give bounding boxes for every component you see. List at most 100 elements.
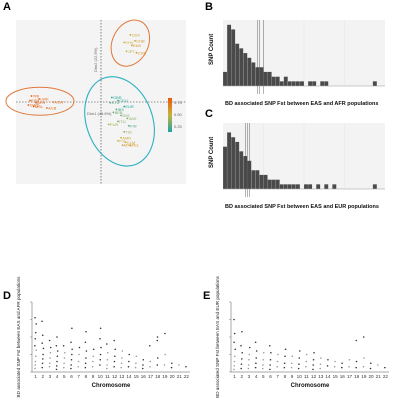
snp-point [355, 339, 358, 342]
snp-point [149, 365, 151, 368]
population-label-esn: ESN [31, 98, 39, 103]
snp-point [298, 363, 300, 365]
histogram-bar [332, 184, 337, 190]
snp-point [56, 336, 58, 338]
histogram-bar [226, 24, 232, 87]
legend-color-bar [168, 98, 172, 132]
ellipse-african [5, 86, 75, 116]
snp-point [233, 360, 236, 363]
snp-point [348, 365, 350, 368]
snp-point [255, 362, 257, 365]
snp-point [305, 353, 308, 356]
x-tick-label: 13 [318, 374, 324, 379]
x-tick-label: 8 [85, 374, 88, 379]
population-point-cdx [129, 34, 132, 36]
snp-point [78, 353, 80, 356]
snp-point [34, 344, 36, 347]
histogram-bar [231, 137, 236, 190]
snp-point [248, 358, 250, 361]
population-label-khv: KHV [125, 40, 134, 45]
histogram-bar [372, 81, 377, 87]
y-axis-label: SNP Count [209, 137, 215, 168]
histogram-bar [324, 184, 329, 190]
snp-point [312, 368, 314, 371]
snp-point [333, 365, 336, 368]
population-point-sas [126, 117, 129, 120]
population-point-beb [112, 111, 115, 114]
legend-tick-label: 0.50 [174, 112, 183, 117]
snp-point [106, 364, 108, 366]
snp-point [63, 357, 66, 359]
panel-letter-b: B [205, 1, 213, 13]
snp-point [233, 368, 235, 371]
x-tick-label: 14 [126, 374, 132, 379]
snp-point [240, 344, 242, 347]
snp-point [42, 347, 45, 350]
histogram-bar [307, 81, 313, 87]
histogram-bar [222, 146, 228, 190]
snp-point [276, 360, 279, 363]
snp-point [92, 355, 95, 358]
snp-point [113, 355, 116, 358]
x-tick-label: 16 [340, 374, 346, 379]
population-point-pjl [117, 139, 119, 142]
x-tick-label: 18 [354, 374, 360, 379]
x-tick-label: 3 [248, 374, 251, 379]
snp-point [369, 367, 372, 370]
snp-point [121, 350, 124, 352]
x-tick-label: 9 [92, 374, 95, 379]
snp-point [48, 339, 51, 342]
snp-point [34, 355, 37, 358]
population-label-jpt: JPT [128, 49, 136, 54]
snp-point [34, 364, 37, 366]
snp-point [241, 358, 243, 360]
snp-point [254, 366, 257, 369]
snp-point [319, 367, 321, 370]
histogram-bar [267, 179, 272, 190]
x-tick-label: 14 [325, 374, 331, 379]
snp-point [164, 332, 166, 335]
ellipse-east-asian [110, 19, 151, 67]
snp-point [107, 351, 109, 354]
histogram-bar [271, 76, 276, 87]
snp-point [185, 365, 187, 368]
x-tick-label: 6 [269, 374, 272, 379]
snp-point [92, 360, 94, 363]
x-tick-label: 1 [233, 374, 236, 379]
snp-point [156, 336, 159, 338]
snp-point [241, 330, 243, 333]
population-point-gih [120, 114, 122, 117]
snp-point [254, 341, 257, 344]
snp-point [233, 318, 235, 321]
population-label-asw: ASW [54, 100, 63, 105]
x-tick-label: 12 [311, 374, 317, 379]
snp-point [48, 362, 51, 365]
histogram-bar [295, 184, 301, 190]
histogram-bar [226, 132, 232, 190]
snp-point [313, 351, 315, 354]
snp-point [49, 351, 52, 354]
snp-point [41, 320, 43, 323]
snp-point [134, 366, 137, 369]
snp-point [34, 337, 37, 340]
snp-point [99, 358, 102, 361]
panel-letter-e: E [203, 290, 211, 302]
snp-point [363, 357, 365, 359]
snp-point [248, 353, 251, 356]
snp-point [106, 343, 108, 345]
snp-point [241, 351, 244, 354]
snp-point [377, 364, 379, 366]
population-point-gwd [27, 104, 30, 106]
population-label-gih: GIH [122, 113, 129, 118]
histogram-bar [307, 184, 313, 190]
population-point-itu [117, 120, 119, 123]
snp-point [233, 341, 235, 344]
snp-point [355, 366, 357, 369]
x-tick-label: 5 [63, 374, 66, 379]
snp-point [35, 349, 37, 351]
histogram-bar [263, 71, 268, 87]
histogram-bar [267, 71, 272, 87]
panel-letter-c: C [205, 108, 213, 120]
x-axis-label: Dim1 (48.6%) [87, 111, 112, 116]
snp-point [106, 358, 109, 361]
